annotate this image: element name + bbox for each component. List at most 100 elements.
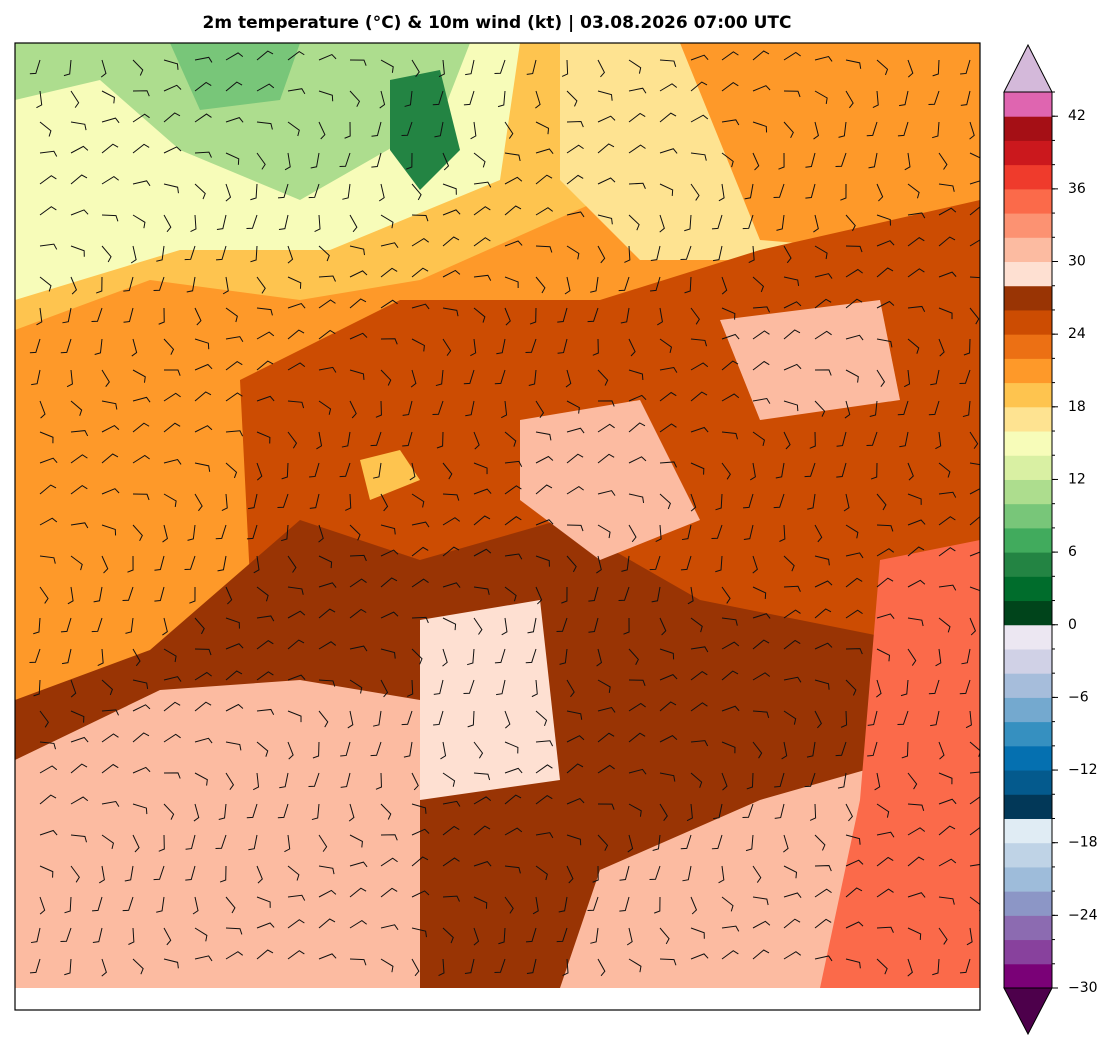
- wind-barb: [783, 555, 795, 572]
- wind-barb: [557, 307, 568, 323]
- wind-barb: [938, 858, 957, 867]
- wind-barb: [494, 958, 506, 973]
- wind-barb: [347, 710, 354, 729]
- wind-barb: [907, 305, 926, 313]
- wind-barb: [566, 555, 577, 573]
- wind-barb: [194, 671, 212, 681]
- wind-barb: [100, 59, 107, 78]
- wind-barb: [588, 586, 599, 602]
- wind-barb: [845, 334, 864, 341]
- wind-barb: [680, 834, 692, 850]
- wind-barb: [380, 242, 399, 249]
- wind-barb: [814, 273, 833, 279]
- wind-barb: [284, 834, 291, 853]
- wind-barb: [287, 88, 306, 95]
- wind-barb: [411, 856, 429, 867]
- wind-barb: [969, 206, 980, 216]
- wind-barb: [380, 338, 398, 345]
- wind-barb: [349, 524, 361, 541]
- wind-barb: [253, 555, 260, 574]
- wind-barb: [876, 803, 890, 818]
- wind-barb: [566, 735, 585, 743]
- wind-barb: [845, 552, 864, 559]
- colorbar-bin: [1004, 116, 1052, 141]
- wind-barb: [339, 152, 351, 168]
- colorbar-bin: [1004, 552, 1052, 577]
- wind-barb: [845, 834, 861, 845]
- wind-barb: [287, 555, 297, 573]
- wind-barb: [783, 121, 794, 139]
- wind-barb: [814, 834, 826, 851]
- wind-barb: [690, 114, 709, 123]
- wind-barb: [154, 586, 165, 602]
- wind-barb: [63, 59, 72, 77]
- colorbar-tick-label: 42: [1068, 108, 1086, 124]
- wind-barb: [504, 205, 522, 216]
- wind-barb: [473, 825, 491, 836]
- wind-barb: [969, 431, 979, 449]
- wind-barb: [969, 180, 980, 185]
- wind-barb: [566, 400, 580, 414]
- wind-barb: [752, 949, 770, 960]
- colorbar-extend-under: [1003, 987, 1053, 1036]
- wind-barb: [473, 431, 480, 450]
- wind-barb: [628, 732, 646, 743]
- wind-barb: [870, 462, 878, 480]
- wind-barb: [597, 732, 615, 743]
- wind-barb: [721, 586, 731, 604]
- wind-barb: [39, 276, 52, 292]
- wind-barb: [163, 493, 177, 507]
- wind-barb: [690, 772, 703, 788]
- wind-barb: [163, 733, 181, 743]
- wind-barb: [907, 183, 920, 199]
- wind-barb: [775, 462, 785, 479]
- wind-barb: [504, 710, 511, 729]
- wind-barb: [659, 148, 678, 154]
- wind-barb: [969, 515, 980, 526]
- wind-barb: [835, 741, 847, 757]
- wind-barb: [897, 121, 909, 137]
- wind-barb: [713, 803, 723, 820]
- wind-barb: [597, 59, 606, 78]
- wind-barb: [899, 431, 909, 448]
- wind-barb: [349, 298, 367, 309]
- wind-barb: [907, 892, 926, 898]
- wind-barb: [470, 121, 477, 140]
- wind-barb: [806, 741, 816, 758]
- wind-barb: [93, 586, 103, 603]
- wind-barb: [39, 206, 57, 216]
- wind-barb: [186, 276, 196, 293]
- wind-barb: [101, 400, 118, 410]
- wind-barb: [318, 275, 336, 282]
- wind-barb: [566, 710, 583, 720]
- wind-barb: [349, 645, 368, 652]
- wind-barb: [62, 307, 72, 324]
- wind-barb: [907, 493, 922, 505]
- wind-barb: [308, 772, 320, 788]
- wind-barb: [659, 772, 676, 782]
- colorbar-tick-label: 12: [1068, 471, 1086, 487]
- wind-barb: [473, 152, 486, 168]
- wind-barb: [565, 369, 572, 388]
- wind-barb: [225, 741, 242, 751]
- wind-barb: [838, 121, 847, 138]
- wind-barb: [402, 400, 413, 416]
- wind-barb: [935, 648, 942, 667]
- wind-barb: [371, 121, 382, 137]
- wind-barb: [690, 646, 709, 653]
- wind-barb: [649, 555, 661, 571]
- wind-barb: [597, 423, 615, 433]
- wind-barb: [39, 175, 57, 185]
- wind-barb: [433, 679, 444, 695]
- wind-barb: [690, 617, 703, 633]
- wind-barb: [194, 307, 202, 326]
- wind-barb: [132, 704, 151, 712]
- wind-barb: [349, 245, 365, 256]
- wind-barb: [814, 888, 832, 898]
- wind-barb: [101, 679, 113, 696]
- wind-barb: [866, 121, 878, 137]
- wind-barb: [619, 865, 630, 881]
- wind-barb: [287, 303, 306, 309]
- wind-barb: [899, 90, 909, 107]
- wind-barb: [783, 363, 802, 371]
